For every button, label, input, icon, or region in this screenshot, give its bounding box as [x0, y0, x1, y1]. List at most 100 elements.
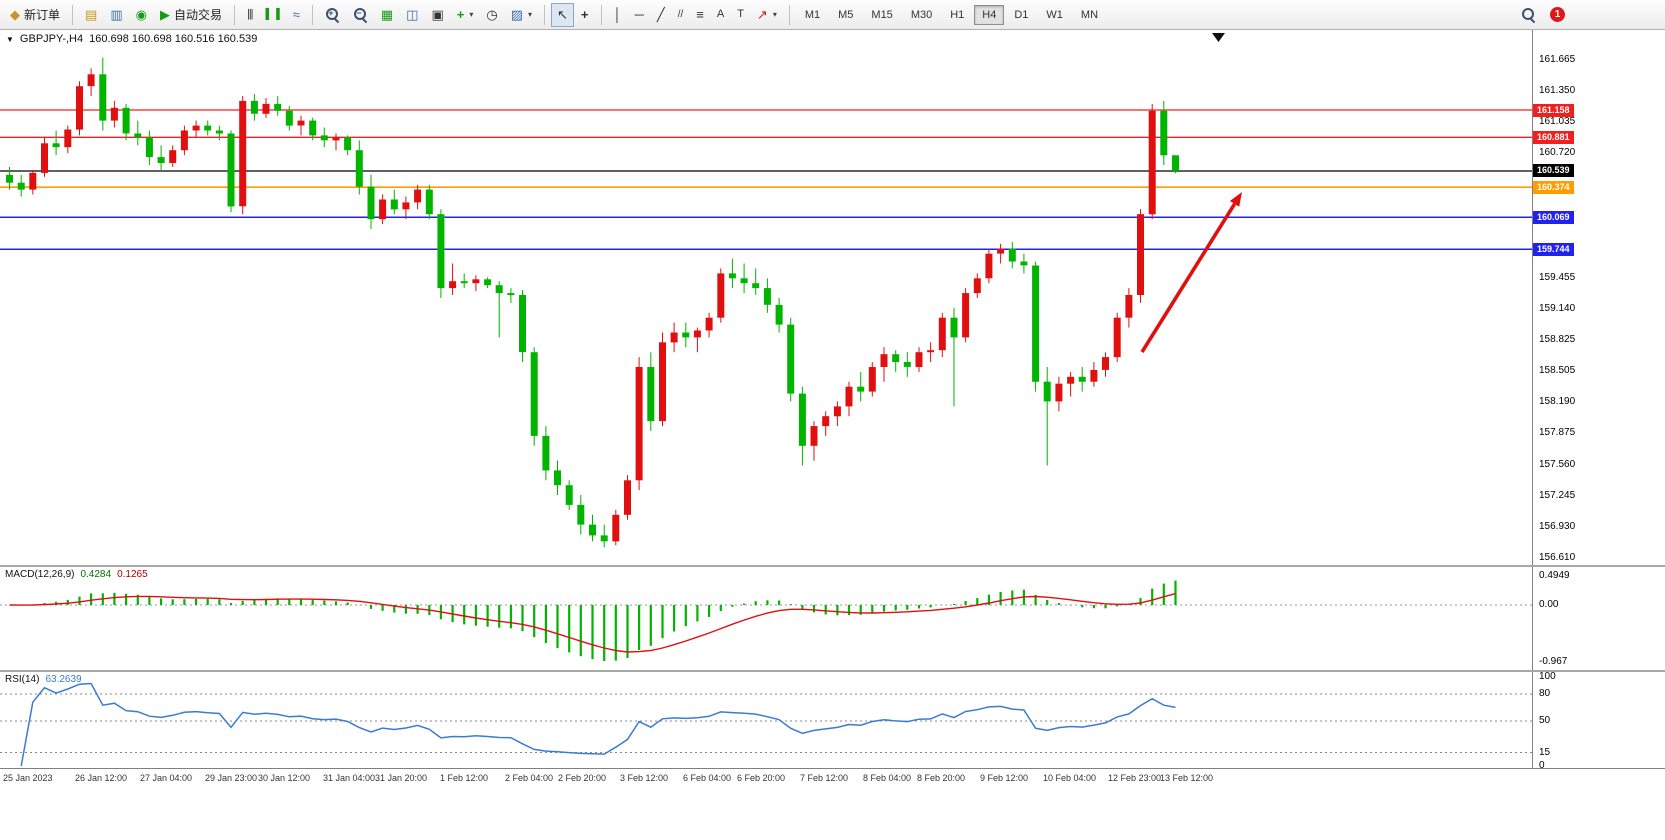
template-icon: ▨ [510, 7, 523, 22]
cursor-icon: ↖ [557, 7, 568, 22]
crosshair-icon: + [580, 7, 589, 22]
axis-label: 0.4949 [1539, 570, 1570, 581]
axis-label: 157.245 [1539, 489, 1576, 501]
vertical-line-tool-button[interactable]: │ [608, 3, 628, 27]
zoom-in-icon: + [325, 7, 340, 22]
periods-button[interactable]: ◷ [480, 3, 503, 27]
symbol-title: GBPJPY-,H4 [19, 33, 84, 45]
axis-label: 159.140 [1539, 302, 1576, 314]
profiles-button[interactable]: ▥ [104, 3, 128, 27]
panel-divider[interactable] [0, 565, 1665, 567]
fibonacci-icon: ≡ [696, 7, 704, 22]
time-label: 6 Feb 04:00 [683, 773, 732, 783]
axis-label: 161.035 [1539, 116, 1576, 128]
crosshair-tool-button[interactable]: + [575, 3, 595, 27]
cursor-tool-button[interactable]: ↖ [551, 2, 574, 27]
time-label: 30 Jan 12:00 [258, 773, 311, 783]
line-chart-button[interactable]: ≈ [287, 3, 306, 27]
ohlc-values: 160.698 160.698 160.516 160.539 [89, 33, 258, 45]
community-button[interactable]: ◉ [130, 3, 153, 27]
axis-label: 161.350 [1539, 85, 1576, 97]
collapse-icon[interactable]: ▼ [6, 34, 14, 44]
timeframe-h1[interactable]: H1 [950, 8, 965, 21]
horizontal-line-tool-button[interactable]: ─ [629, 3, 650, 27]
chevron-down-icon: ▾ [772, 10, 777, 19]
rsi-label: RSI(14) [5, 674, 40, 685]
timeframe-d1[interactable]: D1 [1014, 8, 1029, 21]
price-tag: 160.539 [1533, 164, 1574, 178]
timeframe-m30[interactable]: M30 [910, 8, 933, 21]
timeframe-m1[interactable]: M1 [804, 8, 821, 21]
horizontal-line-icon: ─ [634, 7, 644, 22]
time-label: 6 Feb 20:00 [737, 773, 786, 783]
notification-badge[interactable]: 1 [1550, 7, 1565, 22]
timeframe-w1[interactable]: W1 [1046, 8, 1063, 21]
new-chart-icon: ▤ [85, 7, 98, 22]
search-icon[interactable] [1521, 7, 1536, 22]
macd-axis[interactable]: 0.4949 0.00 -0.967 [1532, 567, 1665, 670]
macd-label-group: MACD(12,26,9) 0.4284 0.1265 [5, 569, 148, 580]
time-label: 27 Jan 04:00 [140, 773, 193, 783]
zoom-out-button[interactable]: − [347, 3, 374, 27]
clock-icon: ◷ [486, 7, 498, 22]
data-window-button[interactable]: ▣ [425, 3, 449, 27]
timeframe-h4[interactable]: H4 [974, 4, 1005, 25]
text-tool-button[interactable]: A [711, 3, 730, 27]
trendline-icon: ╱ [656, 7, 665, 22]
add-indicator-icon: + [456, 7, 465, 22]
indicator-window-button[interactable]: ◫ [400, 3, 424, 27]
chevron-down-icon: ▾ [528, 10, 533, 19]
chevron-down-icon: ▾ [469, 10, 474, 19]
trendline-tool-button[interactable]: ╱ [651, 3, 671, 27]
price-chart-area[interactable]: ▼ GBPJPY-,H4 160.698 160.698 160.516 160… [0, 30, 1532, 565]
shapes-tool-button[interactable]: ↗ ▾ [751, 3, 783, 27]
axis-label: 157.875 [1539, 427, 1576, 439]
rsi-axis[interactable]: 100 80 50 15 0 [1532, 672, 1665, 771]
time-label: 12 Feb 23:00 [1108, 773, 1162, 783]
zoom-in-button[interactable]: + [319, 3, 346, 27]
rsi-chart[interactable] [0, 672, 1532, 768]
time-axis[interactable]: 25 Jan 2023 26 Jan 12:00 27 Jan 04:00 29 Ja… [0, 768, 1665, 788]
channel-tool-button[interactable]: // [672, 3, 690, 27]
candlestick-chart[interactable] [0, 30, 1532, 565]
axis-label: 156.610 [1539, 552, 1576, 564]
time-label: 7 Feb 12:00 [800, 773, 849, 783]
time-label: 10 Feb 04:00 [1043, 773, 1097, 783]
timeframe-mn[interactable]: MN [1080, 8, 1099, 21]
new-order-button[interactable]: ◆ 新订单 [4, 3, 66, 27]
tile-windows-button[interactable]: ▦ [375, 3, 399, 27]
bar-chart-button[interactable]: ||| [241, 3, 259, 27]
axis-label: 159.455 [1539, 271, 1576, 283]
panel-divider[interactable] [0, 670, 1665, 672]
macd-panel[interactable]: MACD(12,26,9) 0.4284 0.1265 [0, 567, 1532, 670]
price-axis[interactable]: 161.665 161.350 161.035 160.720 159.455 159.1… [1532, 30, 1665, 565]
fibonacci-tool-button[interactable]: ≡ [690, 3, 710, 27]
macd-panel-row: MACD(12,26,9) 0.4284 0.1265 0.4949 0.00 -0… [0, 567, 1665, 670]
tile-windows-icon: ▦ [380, 7, 394, 22]
add-indicator-button[interactable]: + ▾ [451, 3, 480, 27]
macd-label: MACD(12,26,9) [5, 569, 75, 580]
autotrade-button[interactable]: ▶ 自动交易 [154, 3, 228, 27]
candlestick-icon: ▌▐ [265, 8, 280, 20]
rsi-panel[interactable]: RSI(14) 63.2639 [0, 672, 1532, 768]
text-icon: A [716, 8, 725, 20]
vertical-line-icon: │ [613, 7, 622, 22]
timeframe-m5[interactable]: M5 [838, 8, 854, 21]
time-label: 13 Feb 12:00 [1160, 773, 1214, 783]
separator [600, 4, 602, 25]
time-label: 29 Jan 23:00 [205, 773, 258, 783]
templates-button[interactable]: ▨ ▾ [505, 3, 538, 27]
autotrade-play-icon: ▶ [159, 7, 170, 22]
rsi-label-group: RSI(14) 63.2639 [5, 674, 82, 685]
macd-chart[interactable] [0, 567, 1532, 670]
timeframe-m15[interactable]: M15 [871, 8, 893, 21]
axis-label: 157.560 [1539, 458, 1576, 470]
chart-header: ▼ GBPJPY-,H4 160.698 160.698 160.516 160… [6, 33, 257, 45]
data-window-icon: ▣ [431, 7, 444, 22]
axis-label: 160.720 [1539, 147, 1576, 159]
axis-label: -0.967 [1539, 656, 1568, 667]
new-chart-button[interactable]: ▤ [79, 3, 103, 27]
label-tool-button[interactable]: T [731, 3, 750, 27]
candlestick-chart-button[interactable]: ▌▐ [260, 3, 286, 27]
time-label: 2 Feb 20:00 [558, 773, 607, 783]
